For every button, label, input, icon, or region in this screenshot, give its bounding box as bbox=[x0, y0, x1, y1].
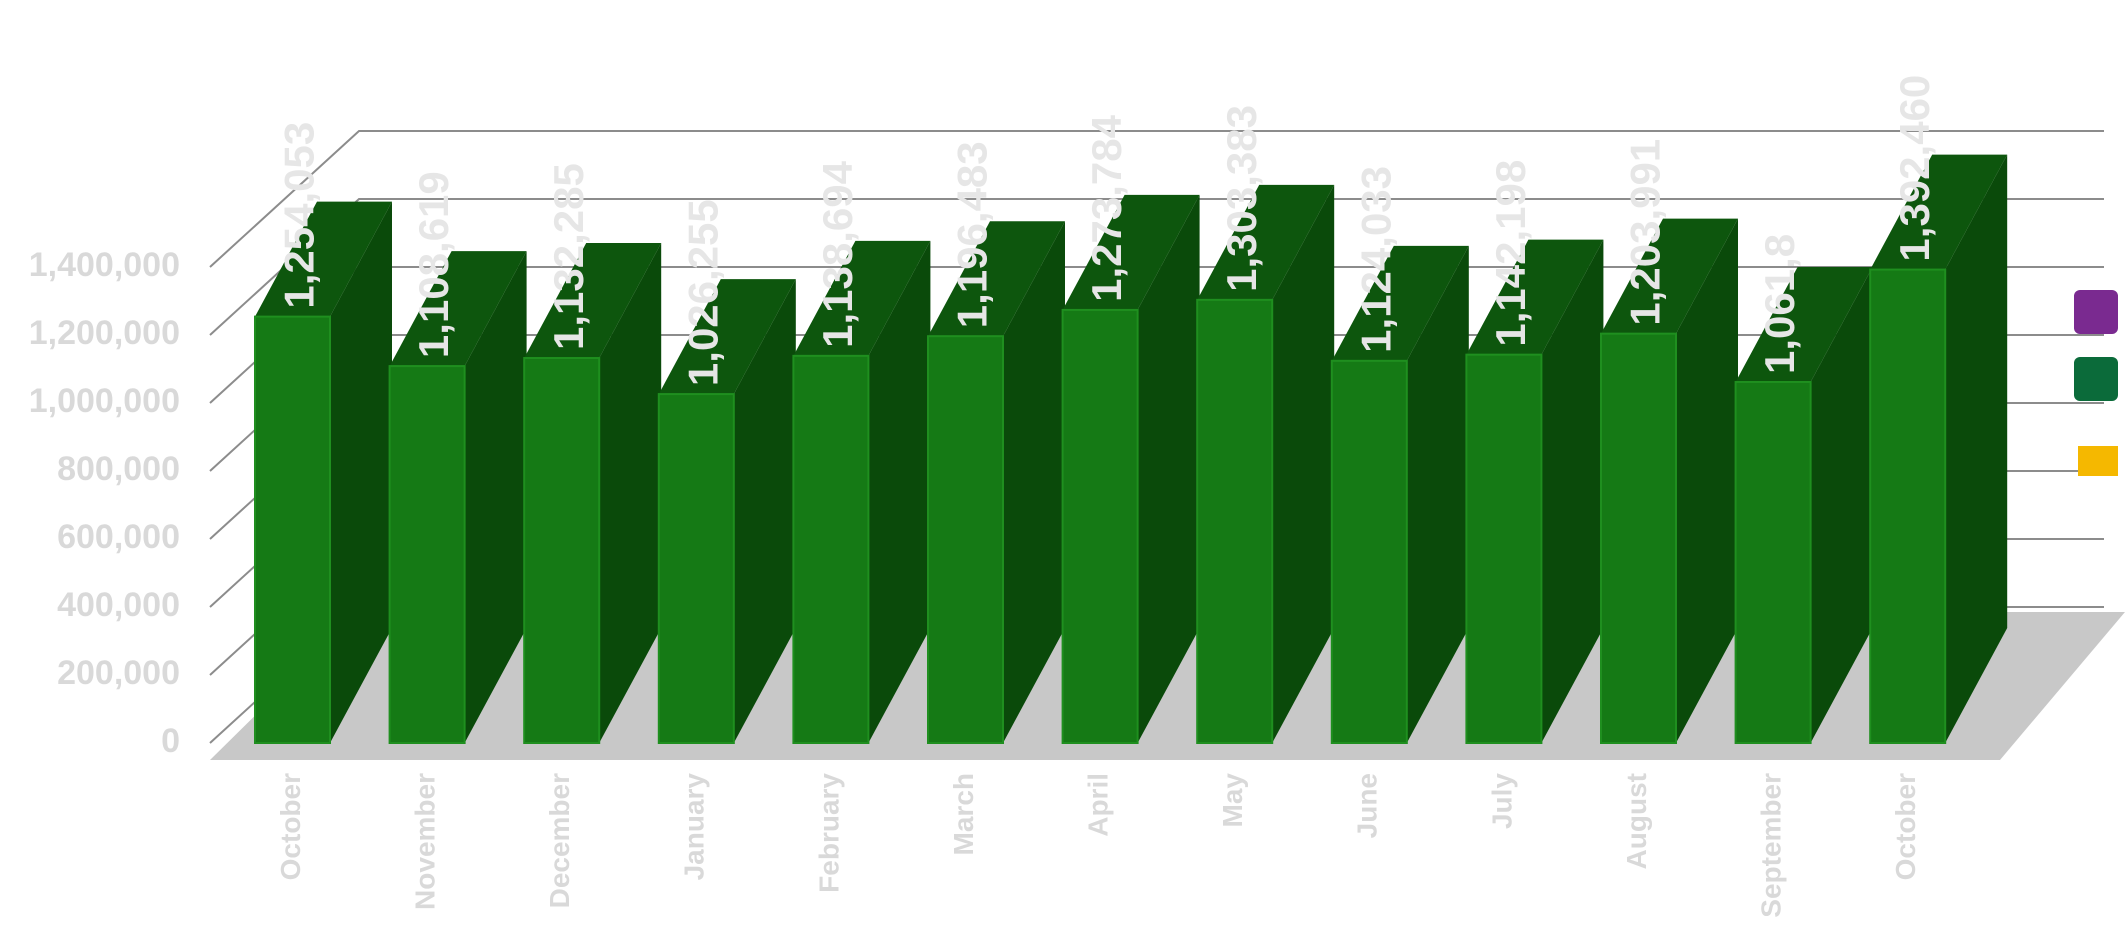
x-tick-label: August bbox=[1621, 773, 1652, 869]
y-tick-label: 600,000 bbox=[57, 518, 180, 556]
x-tick-label: November bbox=[409, 773, 440, 910]
bar bbox=[1869, 268, 1947, 744]
bar bbox=[1061, 308, 1139, 744]
bar-group bbox=[1734, 266, 1873, 744]
bar-group bbox=[1196, 184, 1335, 744]
x-tick-label: June bbox=[1352, 773, 1383, 838]
x-tick-label: September bbox=[1755, 773, 1786, 918]
bar-side bbox=[464, 251, 527, 744]
bar-top bbox=[1601, 218, 1738, 334]
bar-top bbox=[658, 279, 796, 395]
bar bbox=[927, 335, 1004, 744]
x-tick-label: October bbox=[275, 773, 306, 880]
bar-top bbox=[1062, 194, 1200, 310]
bar-group bbox=[1869, 154, 2008, 744]
value-label: 1,124,033 bbox=[1352, 166, 1399, 353]
bar bbox=[1465, 353, 1543, 744]
x-tick-label: March bbox=[948, 773, 979, 855]
bar-side bbox=[1541, 239, 1604, 743]
labels: 0 200,000 400,000 600,000 800,000 1,000,000 1,… bbox=[29, 75, 1938, 918]
legend-swatch bbox=[2074, 290, 2118, 334]
grid-line bbox=[209, 198, 2104, 336]
bar-side bbox=[733, 279, 796, 743]
bar bbox=[1734, 380, 1812, 744]
value-label: 1,254,053 bbox=[276, 122, 323, 309]
legend-swatch bbox=[2074, 357, 2118, 401]
value-label: 1,196,483 bbox=[949, 141, 996, 328]
bar-group bbox=[523, 243, 662, 744]
bar-side bbox=[1810, 266, 1873, 743]
bar bbox=[388, 365, 466, 744]
bars bbox=[254, 154, 2008, 744]
y-tick-label: 0 bbox=[161, 722, 180, 760]
x-tick-label: October bbox=[1890, 773, 1921, 880]
bar-top bbox=[928, 221, 1065, 337]
bar-top bbox=[1870, 154, 2008, 270]
value-label: 1,108,619 bbox=[410, 171, 457, 358]
value-label: 1,203,991 bbox=[1622, 139, 1669, 326]
bar-top bbox=[1331, 245, 1469, 361]
value-label: 1,142,198 bbox=[1487, 160, 1534, 347]
bar bbox=[1330, 359, 1408, 744]
bar-top bbox=[255, 201, 392, 317]
value-label: 1,132,285 bbox=[545, 163, 592, 350]
bar bbox=[657, 393, 735, 744]
bar-top bbox=[524, 243, 662, 359]
bar-group bbox=[1465, 239, 1604, 744]
value-label: 1,026,255 bbox=[679, 199, 726, 386]
bar bbox=[523, 357, 601, 744]
bar bbox=[254, 315, 331, 744]
bar-side bbox=[330, 201, 392, 744]
x-tick-label: July bbox=[1486, 773, 1517, 829]
value-label: 1,303,383 bbox=[1218, 105, 1265, 292]
bar-top bbox=[793, 240, 931, 356]
bar-side bbox=[599, 243, 662, 743]
x-tick-label: December bbox=[544, 773, 575, 909]
grid-line bbox=[209, 130, 2104, 268]
x-tick-label: February bbox=[813, 773, 844, 893]
bar-side bbox=[1406, 245, 1469, 743]
value-label: 1,138,694 bbox=[814, 160, 861, 347]
bar bbox=[1600, 332, 1677, 744]
bar-group bbox=[927, 221, 1065, 744]
y-tick-label: 1,000,000 bbox=[29, 382, 180, 420]
bar bbox=[792, 354, 870, 744]
y-tick-label: 1,400,000 bbox=[29, 246, 180, 284]
bar-side bbox=[1003, 221, 1065, 743]
value-label: 1,061,8 bbox=[1756, 234, 1803, 374]
bar-top bbox=[1197, 184, 1335, 300]
bar bbox=[1196, 298, 1274, 744]
bar-side bbox=[1676, 218, 1738, 743]
bar-group bbox=[1061, 194, 1200, 744]
bar-group bbox=[657, 279, 796, 744]
bar-side bbox=[1945, 154, 2008, 743]
x-tick-label: May bbox=[1217, 773, 1248, 828]
x-tick-label: April bbox=[1082, 773, 1113, 837]
bar-side bbox=[1272, 184, 1335, 743]
bar-side bbox=[1137, 194, 1200, 743]
y-tick-label: 400,000 bbox=[57, 586, 180, 624]
bar-group bbox=[388, 251, 527, 744]
x-tick-label: January bbox=[679, 773, 710, 881]
bar-group bbox=[1600, 218, 1738, 744]
bar-group bbox=[792, 240, 931, 744]
bar-side bbox=[868, 240, 931, 743]
legend-swatch bbox=[2078, 446, 2118, 476]
bar-top bbox=[389, 251, 527, 367]
bar-group bbox=[1330, 245, 1469, 744]
y-tick-label: 1,200,000 bbox=[29, 314, 180, 352]
y-tick-label: 200,000 bbox=[57, 654, 180, 692]
y-tick-label: 800,000 bbox=[57, 450, 180, 488]
bar-group bbox=[254, 201, 392, 744]
bar-top bbox=[1735, 266, 1873, 382]
value-label: 1,273,784 bbox=[1083, 114, 1130, 301]
bar-top bbox=[1466, 239, 1604, 355]
value-label: 1,392,460 bbox=[1891, 75, 1938, 262]
